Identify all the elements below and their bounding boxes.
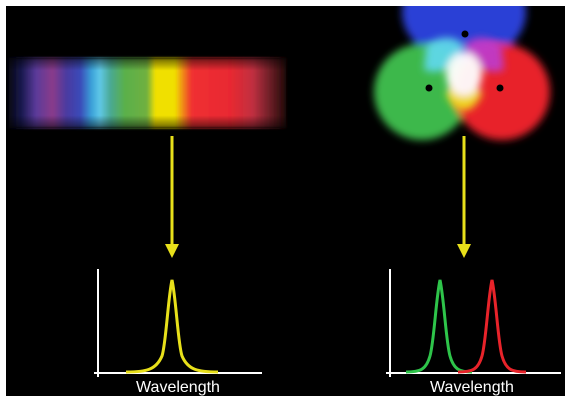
rgb-color-circles <box>374 6 550 140</box>
right-axis-label: Wavelength <box>430 379 514 396</box>
spectrum-bar <box>8 58 286 128</box>
left-axis-label: Wavelength <box>136 379 220 396</box>
diagram-canvas: Wavelength <box>8 6 561 396</box>
right-arrow <box>457 136 471 258</box>
right-graph-axes <box>386 269 561 377</box>
green-dot <box>425 84 433 92</box>
left-graph-axes <box>94 269 262 377</box>
blue-dot <box>461 30 469 38</box>
left-yellow-peak <box>125 279 219 374</box>
right-red-peak <box>457 279 527 374</box>
red-dot <box>496 84 504 92</box>
left-arrow <box>165 136 179 258</box>
right-green-peak <box>405 279 473 374</box>
figure-panel: Wavelength <box>6 6 565 396</box>
